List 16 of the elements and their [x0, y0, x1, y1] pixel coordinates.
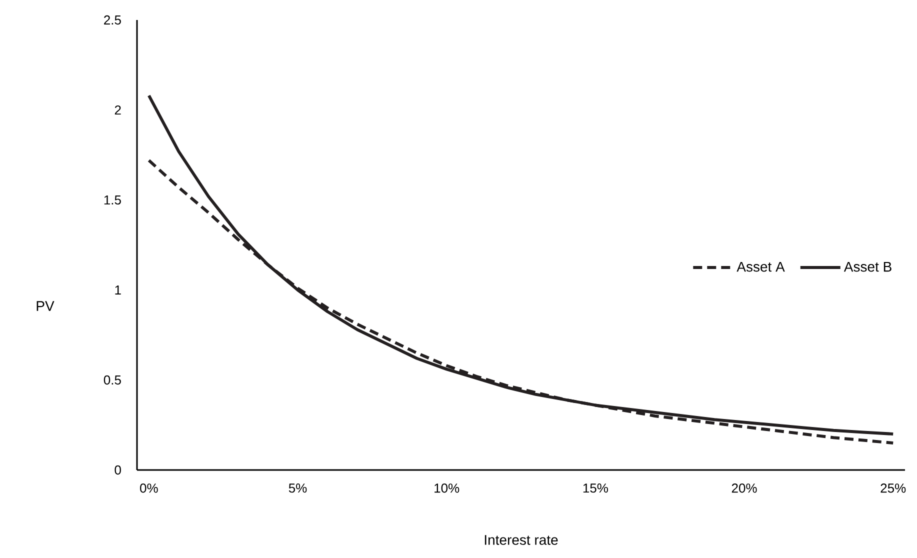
y-tick-label: 1: [115, 286, 121, 294]
y-tick-label: 0: [114, 465, 121, 475]
legend-label: Asset A: [736, 262, 785, 272]
y-tick-label: 2: [114, 105, 121, 115]
x-tick-label: 25%: [880, 484, 906, 493]
x-tick-label: 20%: [732, 484, 757, 493]
x-tick-label: 0%: [140, 484, 158, 493]
y-axis-title: PV: [36, 301, 54, 311]
legend-label: Asset B: [844, 262, 892, 272]
x-axis-title: Interest rate: [484, 535, 558, 545]
y-tick-label: 1.5: [104, 195, 121, 205]
y-tick-label: 0.5: [104, 375, 121, 385]
x-tick-label: 10%: [434, 484, 460, 493]
y-tick-label: 2.5: [104, 15, 121, 25]
x-tick-label: 5%: [288, 484, 307, 493]
x-tick-label: 15%: [583, 484, 608, 493]
